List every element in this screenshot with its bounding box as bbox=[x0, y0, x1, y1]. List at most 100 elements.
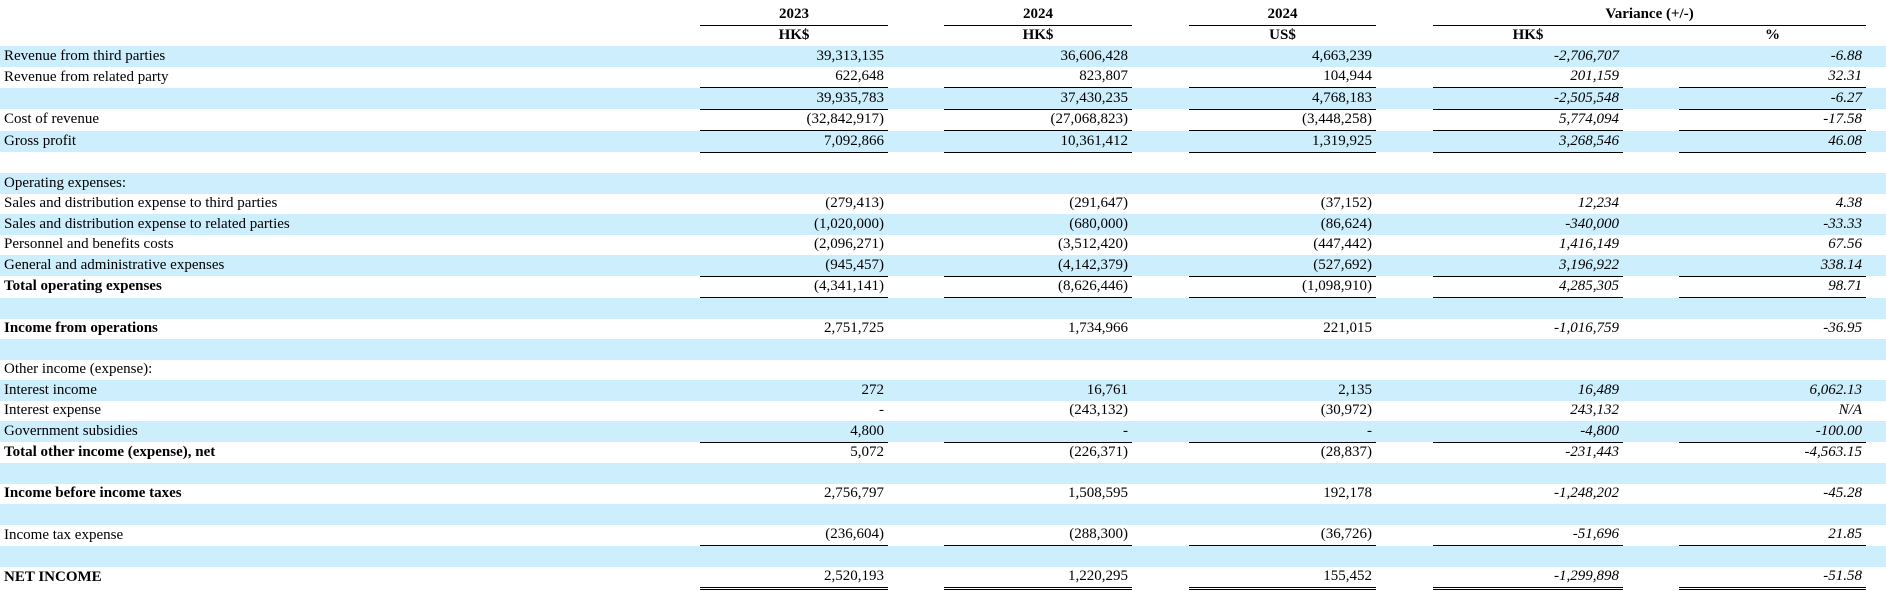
value-cell: -1,016,759 bbox=[1554, 320, 1619, 337]
gap bbox=[1376, 525, 1433, 546]
value-cell: 272 bbox=[700, 380, 888, 401]
gap bbox=[888, 214, 944, 235]
value-cell: (27,068,823) bbox=[944, 109, 1132, 131]
year-header: 2023 bbox=[700, 4, 888, 26]
gap bbox=[1132, 4, 1189, 25]
value-cell: 2,756,797 bbox=[824, 485, 884, 502]
value-cell: 3,268,546 bbox=[1433, 130, 1623, 153]
value-cell: -2,706,707 bbox=[1433, 46, 1623, 67]
value-cell: -100.00 bbox=[1679, 421, 1867, 443]
gap bbox=[1866, 442, 1886, 463]
gap bbox=[1376, 255, 1433, 276]
value-cell: -17.58 bbox=[1679, 109, 1867, 131]
row-label bbox=[0, 87, 700, 109]
currency-header: HK$ bbox=[1512, 27, 1544, 44]
currency-header: US$ bbox=[1269, 27, 1296, 44]
gap bbox=[1623, 235, 1679, 256]
value-cell bbox=[1679, 360, 1866, 381]
value-cell: (4,341,141) bbox=[700, 276, 888, 298]
gap bbox=[1132, 421, 1189, 442]
gap bbox=[1132, 109, 1189, 131]
value-cell: 32.31 bbox=[1679, 66, 1867, 88]
gap bbox=[888, 130, 944, 152]
gap bbox=[1866, 109, 1886, 131]
table-row: NET INCOME 2,520,193 1,220,295 155,452 -1,29… bbox=[0, 566, 1886, 590]
value-cell bbox=[700, 360, 888, 381]
gap bbox=[1376, 484, 1433, 505]
value-cell: 98.71 bbox=[1679, 276, 1867, 298]
gap bbox=[1866, 194, 1886, 215]
value-cell: (1,098,910) bbox=[1189, 276, 1376, 298]
gap bbox=[888, 567, 944, 589]
gap bbox=[888, 87, 944, 109]
gap bbox=[888, 525, 944, 546]
header-row: HK$ HK$ US$ HK$% bbox=[0, 25, 1886, 46]
value-cell: N/A bbox=[1838, 402, 1863, 419]
gap bbox=[888, 46, 944, 67]
gap bbox=[1623, 380, 1679, 401]
gap bbox=[1866, 235, 1886, 256]
gap bbox=[1623, 567, 1679, 589]
gap bbox=[1866, 130, 1886, 152]
table-row: Sales and distribution expense to third … bbox=[0, 194, 1886, 215]
row-label: Gross profit bbox=[0, 130, 700, 152]
gap bbox=[1623, 484, 1679, 505]
value-cell: 12,234 bbox=[1577, 195, 1619, 212]
row-label: Interest expense bbox=[4, 402, 102, 419]
value-cell: 1,734,966 bbox=[1068, 320, 1128, 337]
value-cell: 622,648 bbox=[700, 66, 888, 88]
gap bbox=[888, 25, 944, 46]
gap bbox=[1866, 319, 1886, 340]
gap bbox=[1132, 360, 1189, 381]
gap bbox=[1866, 484, 1886, 505]
value-cell: (86,624) bbox=[1189, 214, 1376, 235]
value-cell: 16,489 bbox=[1433, 380, 1623, 401]
value-cell: 1,319,925 bbox=[1189, 130, 1376, 153]
value-cell: (226,371) bbox=[1069, 444, 1128, 461]
row-label: Sales and distribution expense to relate… bbox=[0, 214, 700, 235]
value-cell: -1,299,898 bbox=[1433, 566, 1623, 590]
gap bbox=[1866, 421, 1886, 442]
value-cell: (288,300) bbox=[944, 524, 1132, 546]
value-cell: -51.58 bbox=[1679, 566, 1867, 590]
gap bbox=[1376, 319, 1433, 340]
value-cell: (8,626,446) bbox=[944, 276, 1132, 298]
row-label: Income tax expense bbox=[4, 526, 124, 543]
gap bbox=[888, 442, 944, 463]
gap bbox=[1376, 235, 1433, 256]
value-cell bbox=[944, 173, 1132, 194]
gap bbox=[1623, 46, 1679, 67]
value-cell: (236,604) bbox=[700, 524, 888, 546]
gap bbox=[1866, 401, 1886, 422]
gap bbox=[1623, 173, 1679, 194]
gap bbox=[888, 194, 944, 215]
value-cell: 104,944 bbox=[1189, 66, 1376, 88]
row-label: Sales and distribution expense to third … bbox=[4, 195, 278, 212]
gap bbox=[1623, 109, 1679, 131]
spacer-row bbox=[0, 545, 1886, 567]
value-cell: (37,152) bbox=[1320, 195, 1372, 212]
table-row: Operating expenses: bbox=[0, 173, 1886, 194]
value-cell: (680,000) bbox=[944, 214, 1132, 235]
spacer bbox=[0, 152, 1886, 173]
gap bbox=[1623, 87, 1679, 109]
value-cell: -231,443 bbox=[1565, 444, 1619, 461]
year-header: 2024 bbox=[944, 4, 1132, 26]
row-label: Other income (expense): bbox=[4, 361, 153, 378]
value-cell: 16,761 bbox=[944, 380, 1132, 401]
value-cell: -6.27 bbox=[1679, 87, 1867, 110]
row-label: Income before income taxes bbox=[4, 485, 182, 502]
value-cell: 2,135 bbox=[1189, 380, 1376, 401]
value-cell: (279,413) bbox=[825, 195, 884, 212]
gap bbox=[1132, 130, 1189, 152]
spacer bbox=[0, 504, 1886, 525]
value-cell: (447,442) bbox=[1313, 236, 1372, 253]
gap bbox=[1623, 360, 1679, 381]
table-row: Total other income (expense), net 5,072 (2… bbox=[0, 442, 1886, 463]
gap bbox=[1623, 255, 1679, 276]
gap bbox=[1132, 46, 1189, 67]
year-header: 2024 bbox=[1189, 4, 1376, 26]
table-row: Total operating expenses (4,341,141) (8,62… bbox=[0, 276, 1886, 298]
value-cell: 338.14 bbox=[1679, 255, 1867, 277]
value-cell: 10,361,412 bbox=[944, 130, 1132, 153]
